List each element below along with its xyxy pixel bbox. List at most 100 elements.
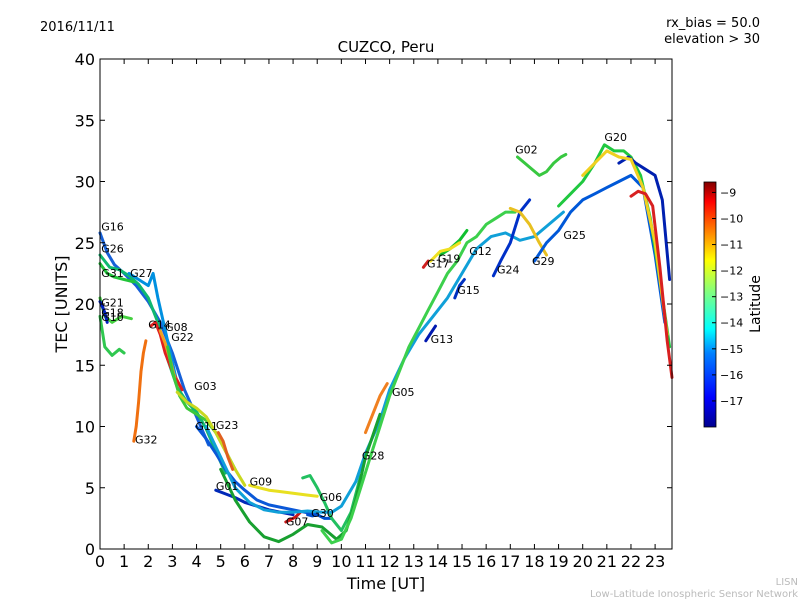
x-axis-ticks: 0 1 2 3 4 5 6 7 8 9 10 11 12 13 14 15 16 17 18 19 20 21 22 23 bbox=[95, 59, 665, 571]
satellite-label: G26 bbox=[101, 243, 124, 256]
x-tick-label: 1 bbox=[119, 552, 129, 571]
colorbar-tick-label: −15 bbox=[720, 343, 743, 356]
series-line-35 bbox=[581, 149, 669, 337]
series-line-12 bbox=[195, 425, 319, 517]
x-tick-label: 21 bbox=[597, 552, 617, 571]
series-line-34 bbox=[617, 155, 672, 281]
satellite-label: G01 bbox=[216, 480, 239, 493]
date-label: 2016/11/11 bbox=[40, 20, 115, 35]
x-tick-label: 6 bbox=[240, 552, 250, 571]
colorbar-tick-label: −17 bbox=[720, 395, 743, 408]
x-tick-label: 0 bbox=[95, 552, 105, 571]
x-tick-label: 10 bbox=[331, 552, 351, 571]
y-axis-label: TEC [UNITS] bbox=[52, 256, 71, 354]
x-tick-label: 12 bbox=[379, 552, 399, 571]
series-line-19 bbox=[301, 474, 363, 533]
satellite-label: G02 bbox=[515, 143, 538, 156]
param-elevation: elevation > 30 bbox=[664, 32, 760, 47]
y-tick-label: 40 bbox=[75, 50, 95, 69]
satellite-label: G18 bbox=[101, 306, 124, 319]
colorbar-tick-label: −13 bbox=[720, 291, 743, 304]
satellite-label: G08 bbox=[165, 321, 188, 334]
plot-frame bbox=[99, 58, 673, 550]
x-tick-label: 9 bbox=[312, 552, 322, 571]
x-axis-label: Time [UT] bbox=[346, 574, 425, 593]
satellite-label: G14 bbox=[148, 319, 171, 332]
x-tick-label: 23 bbox=[645, 552, 665, 571]
satellite-label: G22 bbox=[171, 331, 194, 344]
satellite-label: G07 bbox=[286, 516, 309, 529]
satellite-label: G13 bbox=[431, 333, 454, 346]
y-tick-label: 15 bbox=[75, 356, 95, 375]
satellite-label: G06 bbox=[320, 491, 343, 504]
chart-title: CUZCO, Peru bbox=[338, 38, 435, 56]
x-tick-label: 19 bbox=[548, 552, 568, 571]
satellite-label: G19 bbox=[438, 252, 461, 265]
series-line-17 bbox=[284, 510, 302, 524]
x-tick-label: 18 bbox=[524, 552, 544, 571]
x-tick-label: 8 bbox=[288, 552, 298, 571]
series-line-24 bbox=[424, 324, 437, 343]
satellite-label: G11 bbox=[195, 420, 218, 433]
satellite-label: G27 bbox=[130, 267, 153, 280]
series-line-36 bbox=[629, 189, 674, 379]
satellite-label: G24 bbox=[497, 263, 520, 276]
satellite-label: G25 bbox=[563, 229, 586, 242]
series-line-14 bbox=[132, 339, 148, 443]
y-tick-label: 0 bbox=[85, 540, 95, 559]
x-tick-label: 5 bbox=[216, 552, 226, 571]
satellite-label: G20 bbox=[604, 131, 627, 144]
series-line-20 bbox=[204, 210, 565, 514]
satellite-label: G23 bbox=[216, 419, 239, 432]
satellite-label: G15 bbox=[457, 284, 480, 297]
y-tick-label: 35 bbox=[75, 111, 95, 130]
series-line-22 bbox=[320, 210, 517, 545]
satellite-label: G10 bbox=[101, 311, 124, 324]
x-tick-label: 17 bbox=[500, 552, 520, 571]
x-tick-label: 22 bbox=[621, 552, 641, 571]
series-line-23 bbox=[364, 382, 389, 435]
satellite-label: G17 bbox=[427, 257, 450, 270]
series-line-25 bbox=[453, 278, 466, 300]
footer-org-long: Low-Latitude Ionospheric Sensor Network bbox=[590, 589, 798, 600]
series-line-4 bbox=[127, 271, 179, 386]
series-line-15 bbox=[248, 483, 319, 498]
series-line-3 bbox=[98, 262, 136, 284]
x-tick-label: 20 bbox=[573, 552, 593, 571]
satellite-label: G28 bbox=[362, 450, 385, 463]
colorbar-tick-label: −14 bbox=[720, 317, 743, 330]
y-tick-label: 30 bbox=[75, 173, 95, 192]
colorbar-tick-label: −12 bbox=[720, 265, 743, 278]
satellite-label: G12 bbox=[469, 245, 492, 258]
x-tick-label: 2 bbox=[143, 552, 153, 571]
series-line-31 bbox=[516, 153, 568, 177]
series-line-18 bbox=[306, 513, 334, 520]
series-layer bbox=[98, 143, 674, 545]
colorbar-tick-label: −9 bbox=[720, 186, 736, 199]
param-rx-bias: rx_bias = 50.0 bbox=[666, 16, 760, 31]
x-tick-label: 16 bbox=[476, 552, 496, 571]
series-line-30 bbox=[508, 206, 548, 257]
series-line-11 bbox=[175, 390, 247, 487]
satellite-label: G30 bbox=[311, 507, 334, 520]
series-line-26 bbox=[421, 259, 430, 269]
x-tick-label: 15 bbox=[452, 552, 472, 571]
x-tick-label: 14 bbox=[428, 552, 448, 571]
x-tick-label: 11 bbox=[355, 552, 375, 571]
x-tick-label: 4 bbox=[191, 552, 201, 571]
satellite-label: G31 bbox=[101, 267, 124, 280]
satellite-label: G09 bbox=[250, 475, 273, 488]
colorbar-tick-label: −16 bbox=[720, 369, 743, 382]
satellite-label: G16 bbox=[101, 221, 124, 234]
series-line-7 bbox=[98, 314, 126, 357]
y-tick-label: 20 bbox=[75, 295, 95, 314]
y-tick-label: 25 bbox=[75, 234, 95, 253]
series-line-28 bbox=[429, 241, 462, 263]
satellite-label: G29 bbox=[532, 255, 555, 268]
footer-org-short: LISN bbox=[776, 577, 798, 588]
colorbar-ticks: −9 −10 −11 −12 −13 −14 −15 −16 −17 bbox=[712, 186, 743, 408]
y-tick-label: 10 bbox=[75, 418, 95, 437]
satellite-label: G32 bbox=[135, 434, 158, 447]
